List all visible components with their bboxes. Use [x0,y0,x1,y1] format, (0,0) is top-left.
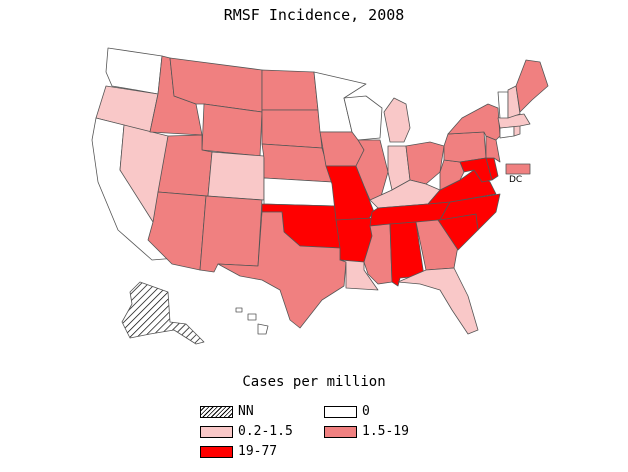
map-title: RMSF Incidence, 2008 [223,6,405,24]
legend-label-mid: 1.5-19 [362,424,409,439]
legend-title: Cases per million [242,374,386,390]
legend-swatch-high [200,445,233,458]
state-south-dakota [261,109,323,149]
legend-label-nn: NN [238,404,254,419]
state-maine [515,59,549,113]
legend-swatch-low [200,425,233,438]
state-north-dakota [261,69,319,111]
state-dc-box [505,163,531,175]
state-pennsylvania [443,131,487,163]
legend-label-low: 0.2-1.5 [238,424,293,439]
state-hawaii-1 [235,307,243,313]
state-nebraska [261,143,333,183]
state-wyoming [201,103,263,157]
legend-swatch-mid [324,425,357,438]
legend-swatch-zero [324,405,357,418]
legend-item-low: 0.2-1.5 [200,424,293,439]
state-vermont [497,91,509,119]
legend-label-high: 19-77 [238,444,278,459]
dc-label: DC [509,175,523,185]
state-texas [217,211,347,329]
legend-swatch-nn [200,405,233,418]
state-alaska [121,281,205,345]
legend-item-nn: NN [200,404,254,419]
legend-item-high: 19-77 [200,444,278,459]
state-new-mexico [199,195,263,273]
state-michigan [383,97,411,143]
state-new-jersey [485,135,501,163]
state-rhode-island [513,125,521,137]
state-kansas [263,177,337,207]
legend-item-mid: 1.5-19 [324,424,409,439]
state-hawaii-2 [247,313,257,321]
state-ohio [405,141,445,185]
state-hawaii-3 [257,323,269,335]
state-wisconsin [343,95,383,141]
legend-item-zero: 0 [324,404,370,419]
state-florida [397,267,479,335]
legend-label-zero: 0 [362,404,370,419]
state-colorado [207,151,265,201]
